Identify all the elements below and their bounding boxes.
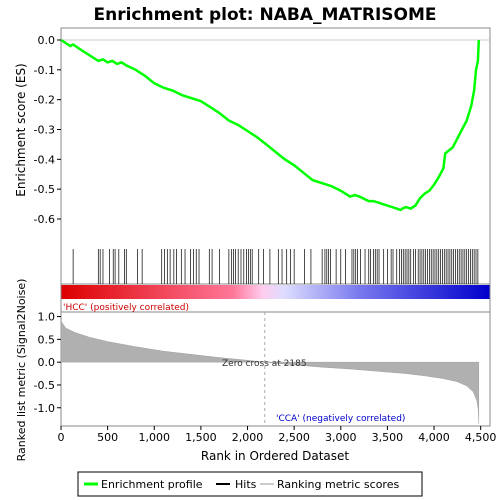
es-ylabel: Enrichment score (ES) bbox=[14, 63, 28, 196]
es-ytick-label: -0.6 bbox=[34, 213, 55, 226]
es-ytick-label: -0.3 bbox=[34, 124, 55, 137]
xtick-label: 3,500 bbox=[372, 431, 404, 444]
xtick-label: 500 bbox=[97, 431, 118, 444]
xtick-label: 1,500 bbox=[185, 431, 217, 444]
ranking-gradient-bar bbox=[62, 285, 490, 299]
zero-cross-label: Zero cross at 2185 bbox=[222, 359, 307, 369]
x-axis-label: Rank in Ordered Dataset bbox=[201, 449, 349, 463]
es-ytick-label: -0.2 bbox=[34, 94, 55, 107]
legend-label-hits: Hits bbox=[235, 478, 257, 491]
chart-title: Enrichment plot: NABA_MATRISOME bbox=[93, 5, 436, 25]
xtick-label: 0 bbox=[58, 431, 65, 444]
es-ytick-label: -0.5 bbox=[34, 183, 55, 196]
metric-ytick-label: -1.0 bbox=[34, 402, 55, 415]
xtick-label: 4,000 bbox=[418, 431, 450, 444]
metric-ylabel: Ranked list metric (Signal2Noise) bbox=[15, 279, 28, 462]
metric-ytick-label: 1.0 bbox=[38, 311, 56, 324]
metric-ytick-label: 0.5 bbox=[38, 333, 56, 346]
metric-ytick-label: 0.0 bbox=[38, 356, 56, 369]
es-ytick-label: -0.4 bbox=[34, 153, 55, 166]
pos-correlated-label: 'HCC' (positively correlated) bbox=[63, 303, 189, 313]
es-ytick-label: -0.1 bbox=[34, 64, 55, 77]
legend-label-metric: Ranking metric scores bbox=[277, 478, 399, 491]
xtick-label: 2,500 bbox=[278, 431, 310, 444]
xtick-label: 2,000 bbox=[232, 431, 264, 444]
legend-label-enrichment: Enrichment profile bbox=[101, 478, 203, 491]
xtick-label: 4,500 bbox=[465, 431, 497, 444]
xtick-label: 1,000 bbox=[139, 431, 171, 444]
neg-correlated-label: 'CCA' (negatively correlated) bbox=[276, 414, 405, 424]
xtick-label: 3,000 bbox=[325, 431, 357, 444]
es-ytick-label: 0.0 bbox=[38, 34, 56, 47]
metric-ytick-label: -0.5 bbox=[34, 379, 55, 392]
es-panel-frame bbox=[61, 28, 490, 284]
